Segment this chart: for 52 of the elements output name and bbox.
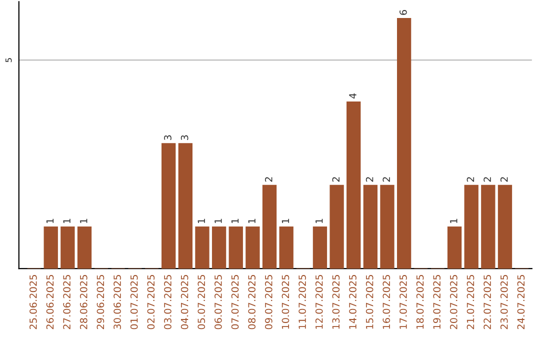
data-label: 1 <box>450 218 458 224</box>
data-label: 3 <box>164 135 172 140</box>
x-tick-label: 19.07.2025 <box>433 275 441 329</box>
x-tick-label: 21.07.2025 <box>466 275 474 330</box>
data-label: 2 <box>466 177 474 182</box>
x-tick-label: 26.06.2025 <box>46 275 54 330</box>
data-label: 1 <box>214 218 222 224</box>
x-tick-label: 24.07.2025 <box>517 275 525 330</box>
data-label: 1 <box>80 218 88 224</box>
x-tick-label: 20.07.2025 <box>450 275 458 330</box>
data-label: 1 <box>198 218 205 224</box>
x-tick-label: 10.07.2025 <box>282 275 290 329</box>
data-label: 1 <box>316 218 323 224</box>
x-tick-label: 17.07.2025 <box>400 275 407 329</box>
x-tick-label: 23.07.2025 <box>500 275 508 330</box>
x-tick-label: 07.07.2025 <box>231 275 239 330</box>
x-tick-label: 14.07.2025 <box>349 275 356 329</box>
data-label: 3 <box>180 135 188 140</box>
x-tick-label: 02.07.2025 <box>147 275 155 330</box>
data-label: 1 <box>63 218 70 224</box>
x-tick-label: 22.07.2025 <box>484 275 491 330</box>
x-tick-label: 12.07.2025 <box>315 275 323 329</box>
data-label: 4 <box>349 93 356 99</box>
data-label: 1 <box>46 218 54 224</box>
x-tick-label: 28.06.2025 <box>80 275 88 330</box>
y-tick-label: 5 <box>6 58 12 62</box>
x-tick-label: 30.06.2025 <box>114 275 121 330</box>
data-label: 2 <box>382 177 390 182</box>
data-label: 2 <box>484 177 491 182</box>
data-label: 1 <box>231 218 239 224</box>
x-tick-label: 06.07.2025 <box>214 275 222 330</box>
x-tick-label: 13.07.2025 <box>332 275 340 329</box>
data-label: 1 <box>282 218 290 224</box>
x-tick-label: 01.07.2025 <box>130 275 138 330</box>
data-label: 2 <box>366 177 374 182</box>
x-tick-label: 04.07.2025 <box>180 275 188 330</box>
x-tick-label: 29.06.2025 <box>96 275 104 330</box>
data-label: 1 <box>248 218 256 224</box>
x-tick-label: 08.07.2025 <box>248 275 256 330</box>
x-tick-label: 25.06.2025 <box>30 275 37 330</box>
data-label: 2 <box>332 177 340 182</box>
data-label: 2 <box>264 177 272 182</box>
x-tick-label: 09.07.2025 <box>264 275 272 330</box>
x-tick-label: 11.07.2025 <box>298 275 306 329</box>
x-tick-label: 27.06.2025 <box>63 275 70 330</box>
x-tick-label: 16.07.2025 <box>382 275 390 329</box>
data-label: 6 <box>400 10 407 15</box>
data-label: 2 <box>500 177 508 182</box>
x-tick-label: 15.07.2025 <box>366 275 374 329</box>
x-tick-label: 03.07.2025 <box>164 275 172 330</box>
x-tick-label: 05.07.2025 <box>198 275 206 330</box>
x-tick-label: 18.07.2025 <box>416 275 424 329</box>
